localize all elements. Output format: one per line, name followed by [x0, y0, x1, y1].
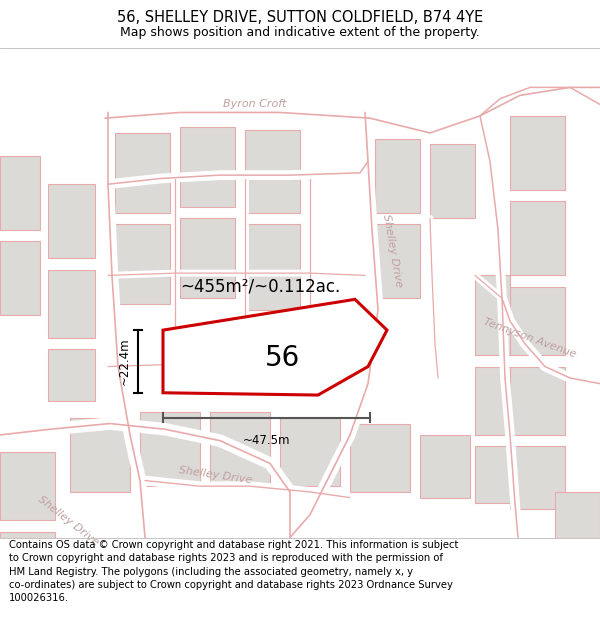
Polygon shape — [245, 129, 300, 213]
Polygon shape — [350, 424, 410, 492]
Text: Map shows position and indicative extent of the property.: Map shows position and indicative extent… — [120, 26, 480, 39]
Polygon shape — [210, 412, 270, 486]
Polygon shape — [510, 367, 565, 435]
Polygon shape — [48, 349, 95, 401]
Polygon shape — [375, 224, 420, 298]
Polygon shape — [0, 241, 40, 315]
Polygon shape — [70, 418, 130, 492]
Polygon shape — [48, 270, 95, 338]
Polygon shape — [475, 367, 510, 435]
Polygon shape — [163, 299, 387, 395]
Polygon shape — [280, 418, 340, 486]
Polygon shape — [180, 127, 235, 207]
Polygon shape — [48, 184, 95, 258]
Polygon shape — [510, 201, 565, 276]
Polygon shape — [0, 452, 55, 521]
Polygon shape — [510, 446, 565, 509]
Polygon shape — [180, 218, 235, 298]
Text: Shelley Drive: Shelley Drive — [380, 213, 403, 288]
Polygon shape — [420, 435, 470, 498]
Text: ~455m²/~0.112ac.: ~455m²/~0.112ac. — [180, 278, 340, 296]
Polygon shape — [375, 139, 420, 212]
Polygon shape — [430, 144, 475, 218]
Polygon shape — [475, 276, 510, 355]
Polygon shape — [115, 133, 170, 212]
Polygon shape — [510, 116, 565, 190]
Polygon shape — [0, 156, 40, 230]
Text: 56, SHELLEY DRIVE, SUTTON COLDFIELD, B74 4YE: 56, SHELLEY DRIVE, SUTTON COLDFIELD, B74… — [117, 9, 483, 24]
Polygon shape — [475, 446, 510, 503]
Polygon shape — [245, 224, 300, 309]
Polygon shape — [0, 532, 55, 538]
Polygon shape — [555, 492, 600, 538]
Text: Shelley Drive: Shelley Drive — [36, 494, 100, 547]
Polygon shape — [115, 224, 170, 304]
Text: ~22.4m: ~22.4m — [118, 338, 131, 385]
Polygon shape — [140, 412, 200, 486]
Text: Byron Croft: Byron Croft — [223, 99, 287, 109]
Text: Contains OS data © Crown copyright and database right 2021. This information is : Contains OS data © Crown copyright and d… — [9, 540, 458, 603]
Text: Shelley Drive: Shelley Drive — [178, 465, 253, 485]
Text: Tennyson Avenue: Tennyson Avenue — [482, 317, 578, 359]
Text: 56: 56 — [265, 344, 300, 372]
Polygon shape — [510, 287, 565, 355]
Text: ~47.5m: ~47.5m — [243, 434, 290, 447]
